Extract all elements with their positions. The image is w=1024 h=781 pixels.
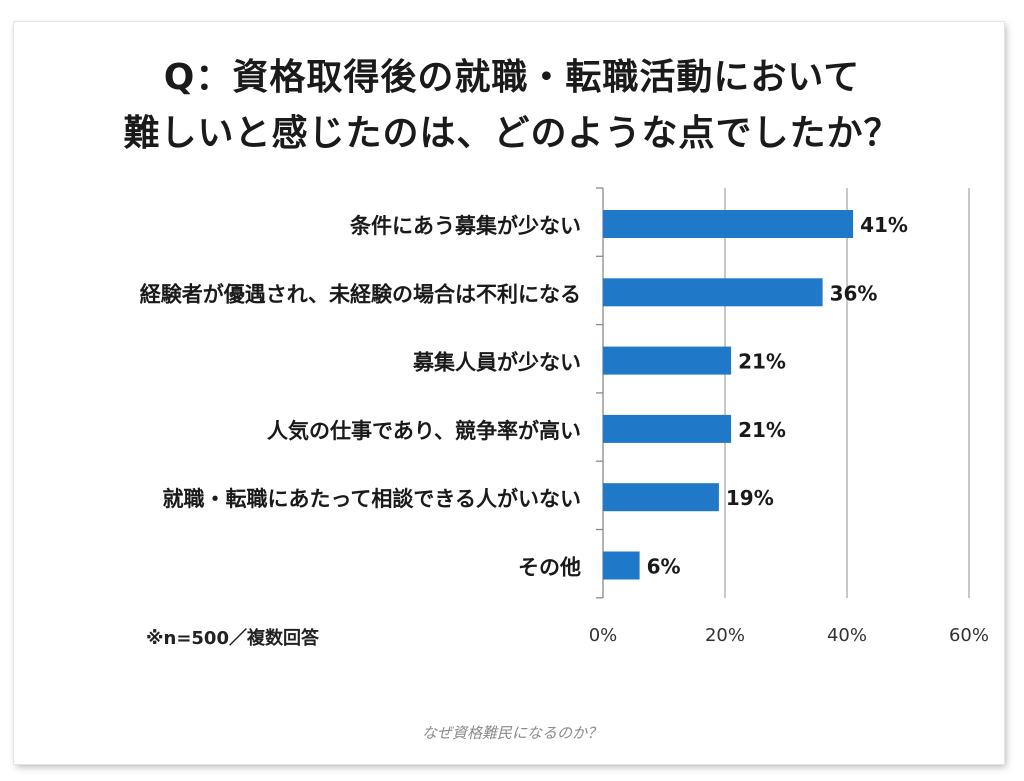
sample-note: ※n=500／複数回答 bbox=[146, 628, 319, 649]
chart-title: Q：資格取得後の就職・転職活動において 難しいと感じたのは、どのような点でしたか… bbox=[0, 50, 1024, 162]
category-label-3: 人気の仕事であり、競争率が高い bbox=[267, 419, 581, 443]
x-tick-label-60: 60% bbox=[949, 625, 989, 646]
bar-0 bbox=[603, 210, 854, 238]
data-label-4: 19% bbox=[726, 486, 774, 510]
category-label-4: 就職・転職にあたって相談できる人がいない bbox=[162, 487, 581, 511]
data-label-1: 36% bbox=[830, 281, 878, 305]
category-label-2: 募集人員が少ない bbox=[412, 351, 581, 375]
chart-card bbox=[14, 22, 1004, 764]
data-label-3: 21% bbox=[738, 418, 786, 442]
bar-1 bbox=[603, 278, 823, 307]
chart-title-line-1: Q：資格取得後の就職・転職活動において bbox=[163, 57, 861, 98]
category-label-1: 経験者が優遇され、未経験の場合は不利になる bbox=[140, 282, 581, 306]
x-tick-label-0: 0% bbox=[589, 625, 618, 646]
bar-4 bbox=[603, 483, 719, 512]
bar-5 bbox=[603, 551, 640, 580]
category-label-0: 条件にあう募集が少ない bbox=[350, 214, 581, 238]
data-label-2: 21% bbox=[738, 350, 786, 374]
data-label-5: 6% bbox=[647, 555, 681, 579]
x-tick-label-40: 40% bbox=[827, 625, 867, 646]
data-label-0: 41% bbox=[860, 213, 908, 237]
category-label-5: その他 bbox=[518, 556, 581, 580]
bar-3 bbox=[603, 414, 732, 443]
bar-2 bbox=[603, 346, 732, 375]
image-caption: なぜ資格難民になるのか？ bbox=[421, 724, 602, 742]
chart-title-line-2: 難しいと感じたのは、どのような点でしたか？ bbox=[123, 113, 901, 154]
x-tick-label-20: 20% bbox=[705, 625, 745, 646]
